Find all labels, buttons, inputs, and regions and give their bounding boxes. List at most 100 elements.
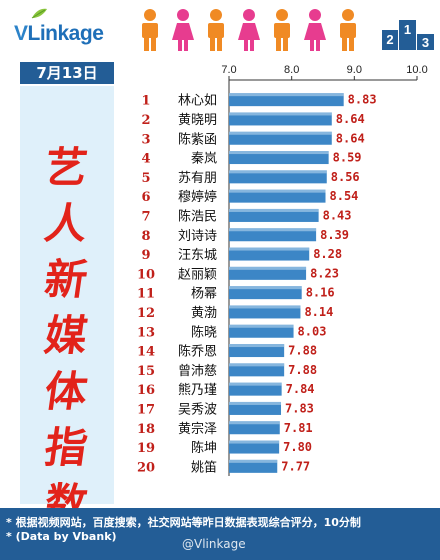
leaf-icon — [31, 8, 47, 19]
man-icon — [208, 9, 224, 51]
category-label: 穆婷婷 — [178, 189, 217, 205]
bar — [229, 363, 285, 377]
svg-text:2: 2 — [386, 32, 393, 47]
bar-highlight — [229, 382, 282, 386]
rank-label: 10 — [137, 267, 155, 282]
rank-label: 5 — [141, 171, 150, 186]
bar — [229, 286, 302, 300]
bar — [229, 440, 280, 454]
bar-highlight — [229, 286, 302, 290]
rank-label: 6 — [141, 190, 150, 205]
rank-label: 17 — [137, 402, 155, 417]
rank-label: 2 — [141, 113, 150, 128]
category-label: 刘诗诗 — [178, 229, 217, 244]
logo-text: VLinkage — [14, 22, 104, 45]
rank-label: 4 — [141, 152, 150, 167]
bar — [229, 401, 282, 415]
bar-highlight — [229, 401, 282, 405]
rank-label: 14 — [137, 345, 155, 360]
value-label: 8.14 — [304, 305, 333, 319]
rank-label: 9 — [141, 248, 150, 263]
category-label: 陈紫函 — [178, 131, 217, 147]
bar-highlight — [229, 421, 280, 425]
x-tick-label: 8.0 — [284, 64, 299, 76]
x-tick-label: 9.0 — [347, 64, 362, 76]
rank-label: 12 — [137, 306, 155, 321]
woman-icon — [172, 9, 194, 51]
footer-source: * (Data by Vbank) — [6, 530, 117, 543]
watermark: @Vlinkage — [182, 537, 246, 551]
bar — [229, 324, 294, 338]
woman-icon — [304, 9, 326, 51]
category-label: 林心如 — [178, 93, 217, 109]
podium-icon: 2 1 3 — [382, 20, 434, 50]
bar-highlight — [229, 228, 317, 232]
bar-highlight — [229, 170, 327, 174]
category-label: 陈浩民 — [178, 208, 217, 224]
value-label: 8.83 — [348, 93, 377, 107]
footer-note: * 根据视频网站，百度搜索，社交网站等昨日数据表现综合评分，10分制 — [6, 516, 361, 529]
x-tick-label: 7.0 — [221, 64, 236, 76]
rank-label: 16 — [137, 383, 155, 398]
category-label: 陈乔恩 — [178, 344, 217, 360]
bar — [229, 459, 278, 473]
value-label: 8.16 — [306, 286, 335, 300]
value-label: 8.43 — [323, 208, 352, 222]
bar-highlight — [229, 131, 332, 135]
bar-highlight — [229, 344, 285, 348]
bar — [229, 208, 319, 222]
category-label: 黄晓明 — [178, 113, 217, 128]
category-label: 黄渤 — [191, 305, 217, 321]
bar — [229, 228, 317, 242]
category-label: 黄宗泽 — [178, 421, 217, 437]
bar — [229, 344, 285, 358]
rank-label: 1 — [141, 94, 150, 109]
category-label: 汪东城 — [178, 248, 217, 263]
rank-label: 3 — [141, 132, 150, 147]
bar — [229, 305, 301, 319]
value-label: 8.64 — [336, 131, 365, 145]
category-label: 姚笛 — [191, 459, 217, 475]
category-label: 赵丽颖 — [178, 267, 217, 282]
date-label: 7月13日 — [20, 62, 114, 84]
man-icon — [274, 9, 290, 51]
rank-label: 18 — [137, 422, 155, 437]
bar-highlight — [229, 208, 319, 212]
bar-highlight — [229, 459, 278, 463]
value-label: 8.23 — [310, 266, 339, 280]
svg-text:3: 3 — [422, 35, 429, 50]
bar — [229, 247, 310, 261]
bar-highlight — [229, 112, 332, 116]
svg-text:1: 1 — [404, 22, 411, 37]
chart-bars: 1 林心如 8.83 2 黄晓明 8.64 3 陈紫函 8.64 4 秦岚 8.59 5 苏有朋 8.56 6… — [137, 93, 377, 476]
bar-highlight — [229, 440, 280, 444]
rank-label: 20 — [137, 460, 155, 475]
value-label: 8.59 — [333, 151, 362, 165]
category-label: 熊乃瑾 — [178, 382, 217, 398]
category-label: 吴秀波 — [178, 402, 217, 417]
value-label: 8.64 — [336, 112, 365, 126]
woman-icon — [238, 9, 260, 51]
value-label: 7.80 — [283, 440, 312, 454]
category-label: 苏有朋 — [178, 170, 217, 186]
bar-highlight — [229, 266, 307, 270]
value-label: 7.77 — [281, 459, 310, 473]
bar — [229, 93, 344, 107]
bar — [229, 189, 326, 203]
bar-highlight — [229, 324, 294, 328]
bar — [229, 266, 307, 280]
rank-label: 13 — [137, 325, 155, 340]
value-label: 7.88 — [288, 344, 317, 358]
bar-highlight — [229, 151, 329, 155]
x-tick-label: 10.0 — [406, 64, 427, 76]
value-label: 7.84 — [286, 382, 315, 396]
bar — [229, 170, 327, 184]
bar-chart: 7.0 8.0 9.0 10.0 1 林心如 8.83 2 黄晓明 8.64 3 陈紫函 8.64 4 秦… — [137, 64, 428, 476]
value-label: 8.54 — [330, 189, 359, 203]
value-label: 8.28 — [313, 247, 342, 261]
value-label: 8.03 — [298, 324, 327, 338]
category-label: 陈晓 — [191, 324, 217, 340]
bar-highlight — [229, 363, 285, 367]
side-panel — [20, 86, 114, 504]
